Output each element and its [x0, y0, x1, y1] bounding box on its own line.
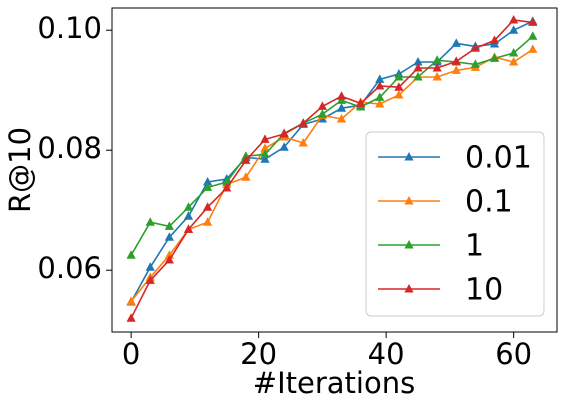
legend-box — [365, 131, 545, 317]
marker — [260, 154, 270, 163]
marker — [394, 90, 404, 99]
legend-label: 10 — [465, 273, 503, 308]
plot-frame — [111, 7, 558, 333]
marker — [451, 65, 461, 74]
x-tick-label: 20 — [240, 337, 277, 371]
marker — [528, 44, 538, 53]
y-axis-label: R@10 — [3, 127, 37, 213]
marker — [489, 53, 500, 62]
series-line — [130, 20, 534, 303]
legend-marker — [404, 240, 414, 249]
marker — [432, 55, 442, 64]
marker — [183, 211, 194, 220]
marker — [509, 25, 519, 34]
marker — [528, 17, 538, 26]
marker — [470, 59, 480, 68]
x-tick-label: 60 — [495, 337, 532, 371]
marker — [356, 98, 366, 107]
marker — [298, 118, 308, 127]
marker — [145, 262, 155, 271]
marker — [336, 103, 347, 112]
marker — [164, 255, 174, 264]
marker — [413, 57, 423, 66]
marker — [260, 134, 270, 143]
marker — [375, 74, 385, 83]
marker — [336, 91, 347, 100]
marker — [203, 177, 213, 186]
marker — [413, 63, 423, 72]
marker — [126, 296, 136, 305]
marker — [260, 149, 270, 158]
y-tick-label: 0.10 — [37, 11, 102, 45]
marker — [126, 250, 136, 259]
marker — [145, 275, 155, 284]
marker — [203, 217, 213, 226]
marker — [126, 313, 136, 322]
x-axis-label: #Iterations — [253, 366, 415, 400]
series-line — [130, 48, 534, 302]
marker — [222, 183, 232, 192]
marker — [317, 101, 327, 110]
marker — [394, 72, 404, 81]
x-tick-label: 40 — [368, 337, 405, 371]
marker — [394, 82, 404, 91]
marker — [451, 38, 461, 47]
marker — [375, 81, 385, 90]
legend-label: 0.01 — [465, 141, 532, 176]
marker — [164, 232, 174, 241]
marker — [451, 56, 461, 65]
marker — [375, 92, 385, 101]
marker — [375, 99, 385, 108]
marker — [279, 142, 289, 151]
marker — [145, 217, 155, 226]
marker — [241, 155, 251, 164]
marker — [509, 48, 519, 57]
marker — [509, 15, 519, 24]
legend-label: 0.1 — [465, 185, 513, 220]
marker — [432, 72, 442, 81]
marker — [509, 57, 519, 66]
legend-marker — [404, 196, 414, 205]
marker — [489, 35, 500, 44]
marker — [432, 63, 442, 72]
legend-marker — [404, 152, 414, 161]
marker — [183, 202, 194, 211]
marker — [317, 109, 327, 118]
marker — [203, 182, 213, 191]
marker — [183, 224, 194, 233]
marker — [279, 129, 289, 138]
marker — [528, 31, 538, 40]
marker — [298, 138, 308, 147]
legend-marker — [404, 284, 414, 293]
marker — [203, 202, 213, 211]
marker — [413, 72, 423, 81]
marker — [164, 221, 174, 230]
marker — [470, 43, 480, 52]
y-tick-label: 0.06 — [37, 251, 102, 285]
series-line — [130, 19, 533, 319]
marker — [260, 143, 270, 152]
legend-label: 1 — [465, 229, 484, 264]
marker — [336, 114, 347, 123]
y-tick-label: 0.08 — [37, 131, 102, 165]
x-tick-label: 0 — [122, 337, 140, 371]
marker — [241, 172, 251, 181]
series-line — [130, 35, 534, 256]
